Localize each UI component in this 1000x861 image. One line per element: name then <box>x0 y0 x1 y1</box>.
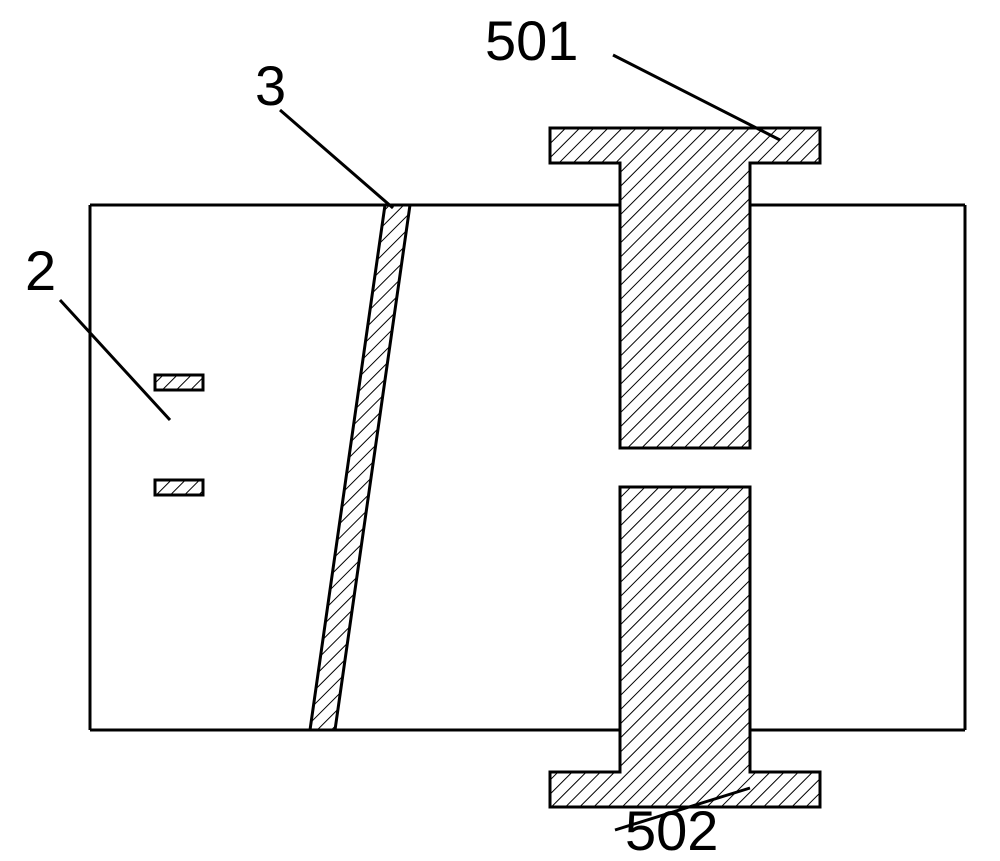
label-top_inner: 3 <box>255 54 286 117</box>
tab-upper <box>155 375 203 390</box>
diagonal-bar <box>310 205 410 730</box>
label-bottom_right: 502 <box>625 799 718 861</box>
leader-2 <box>60 300 170 420</box>
label-top_right: 501 <box>485 9 578 72</box>
pin-bottom <box>550 487 820 807</box>
engineering-diagram: 501 502 3 2 <box>0 0 1000 861</box>
label-left: 2 <box>25 239 56 302</box>
leader-3 <box>280 110 393 208</box>
pin-top <box>550 128 820 448</box>
tab-lower <box>155 480 203 495</box>
